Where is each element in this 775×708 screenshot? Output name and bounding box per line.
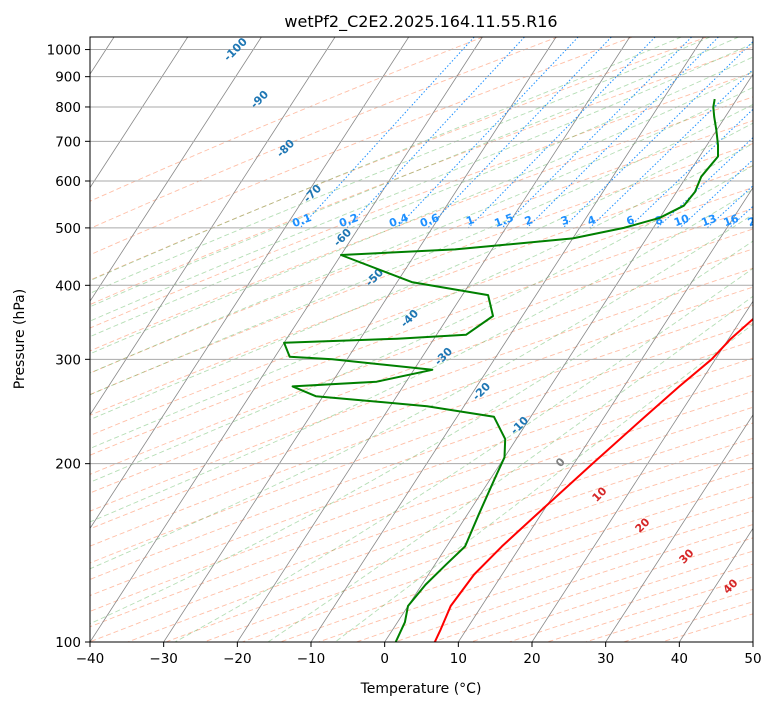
isotherm-line bbox=[90, 37, 336, 416]
y-tick-label: 1000 bbox=[47, 43, 81, 59]
x-tick-label: −30 bbox=[149, 651, 178, 667]
isotherm-line bbox=[90, 37, 262, 302]
mixing-ratio-label: 1.5 bbox=[493, 211, 516, 230]
dry-adiabat bbox=[90, 37, 558, 230]
mixing-ratio-label: 6 bbox=[625, 213, 637, 228]
mixing-ratio-label: 2 bbox=[523, 213, 535, 228]
dry-adiabat bbox=[90, 374, 753, 612]
mixing-ratio-label: 20 bbox=[746, 212, 765, 230]
mixing-ratio-label: 0.6 bbox=[418, 211, 441, 230]
dry-adiabat bbox=[90, 208, 753, 456]
moist-adiabat bbox=[90, 103, 753, 396]
mixing-ratio-label: 10 bbox=[672, 212, 691, 230]
mixing-ratio-line bbox=[427, 37, 612, 229]
isotherm-line bbox=[236, 37, 631, 642]
x-tick-label: 10 bbox=[450, 651, 467, 667]
moist-adiabat bbox=[90, 240, 753, 625]
moist-adiabat bbox=[90, 188, 753, 523]
moist-adiabat bbox=[334, 323, 753, 642]
dry-adiabat bbox=[90, 143, 753, 396]
moist-adiabat bbox=[174, 267, 753, 642]
dry-adiabat bbox=[90, 286, 753, 530]
chart-title: wetPf2_C2E2.2025.164.11.55.R16 bbox=[284, 12, 557, 32]
dry-adiabat bbox=[90, 71, 753, 329]
mixing-ratio-label: 0.1 bbox=[291, 211, 314, 230]
moist-adiabat bbox=[90, 86, 753, 374]
x-tick-label: 0 bbox=[380, 651, 389, 667]
y-tick-label: 600 bbox=[55, 174, 81, 190]
series bbox=[283, 98, 753, 642]
dry-adiabat bbox=[90, 357, 753, 597]
y-tick-label: 300 bbox=[55, 352, 81, 368]
isotherm-line bbox=[457, 186, 753, 642]
isotherm-line bbox=[90, 37, 410, 530]
x-tick-label: 30 bbox=[597, 651, 614, 667]
isotherm-line bbox=[90, 37, 189, 189]
mixing-ratio-line bbox=[526, 37, 719, 229]
y-tick-label: 800 bbox=[55, 100, 81, 116]
x-tick-label: 20 bbox=[523, 651, 540, 667]
mixing-ratio-line bbox=[706, 185, 753, 229]
moist-adiabat bbox=[90, 142, 753, 449]
x-tick-label: 50 bbox=[744, 651, 761, 667]
x-tick-label: −40 bbox=[76, 651, 105, 667]
isotherm-line bbox=[310, 37, 704, 642]
mixing-ratio-label: 0.2 bbox=[337, 211, 360, 230]
y-tick-label: 900 bbox=[55, 70, 81, 86]
dry-adiabat bbox=[90, 322, 753, 564]
dry-adiabat bbox=[90, 37, 633, 256]
dry-adiabat bbox=[90, 120, 753, 374]
mixing-ratio-label: 3 bbox=[559, 213, 571, 228]
mixing-ratio-label: 13 bbox=[700, 212, 719, 229]
temperature-line bbox=[433, 317, 753, 642]
y-tick-label: 200 bbox=[55, 457, 81, 473]
moist-adiabat bbox=[90, 213, 753, 570]
x-tick-label: 40 bbox=[671, 651, 688, 667]
mixing-ratio-line bbox=[468, 37, 656, 229]
y-axis-ticks: 100 200 300 400 500 600 700 800 900 1000 bbox=[47, 43, 90, 651]
mixing-ratio-label: 8 bbox=[653, 213, 665, 228]
dewpoint-line bbox=[283, 98, 719, 642]
isotherm-line bbox=[605, 414, 753, 642]
dry-adiabat bbox=[90, 37, 708, 281]
x-axis-label: Temperature (°C) bbox=[360, 681, 482, 697]
dry-adiabat bbox=[90, 187, 753, 436]
isotherm-line bbox=[678, 527, 753, 642]
plot-area: -100-90-80-70-60-50-40-30-20-100.1 0.2 0.4… bbox=[90, 37, 765, 642]
y-axis-label: Pressure (hPa) bbox=[12, 289, 28, 389]
plot-frame bbox=[89, 36, 754, 643]
x-tick-label: −20 bbox=[223, 651, 252, 667]
y-tick-label: 700 bbox=[55, 134, 81, 150]
moist-adiabat bbox=[90, 37, 682, 282]
isotherm-line bbox=[90, 37, 483, 642]
y-tick-label: 100 bbox=[55, 635, 81, 651]
mixing-ratio-label: 4 bbox=[586, 213, 598, 228]
y-tick-label: 400 bbox=[55, 278, 81, 294]
moist-adiabat bbox=[90, 42, 753, 322]
isotherm-line bbox=[531, 300, 753, 642]
moist-adiabat bbox=[90, 122, 753, 421]
mixing-ratio-label: 16 bbox=[722, 212, 741, 230]
dry-adiabat bbox=[90, 305, 753, 547]
x-tick-label: −10 bbox=[297, 651, 326, 667]
isotherms bbox=[90, 37, 753, 642]
dry-adiabat bbox=[90, 340, 753, 580]
mixing-ratio-line bbox=[299, 37, 475, 229]
dry-adiabats bbox=[90, 37, 753, 642]
mixing-ratio-line bbox=[346, 37, 525, 229]
pressure-gridlines bbox=[90, 49, 753, 642]
mixing-ratio-line bbox=[501, 37, 692, 229]
mixing-ratio-line bbox=[589, 68, 753, 229]
x-axis-ticks: −40 −30 −20 −10 0 10 20 30 40 50 bbox=[76, 642, 762, 667]
moist-adiabat bbox=[90, 56, 753, 338]
mixing-ratio-label: 1 bbox=[464, 213, 476, 228]
isotherm-line bbox=[384, 73, 753, 642]
dry-adiabat bbox=[90, 228, 753, 475]
dry-adiabat bbox=[90, 37, 484, 202]
mixing-ratio-label: 0.4 bbox=[387, 211, 410, 230]
moist-adiabat bbox=[90, 37, 739, 308]
dry-adiabat bbox=[90, 267, 753, 512]
y-tick-label: 500 bbox=[55, 221, 81, 237]
